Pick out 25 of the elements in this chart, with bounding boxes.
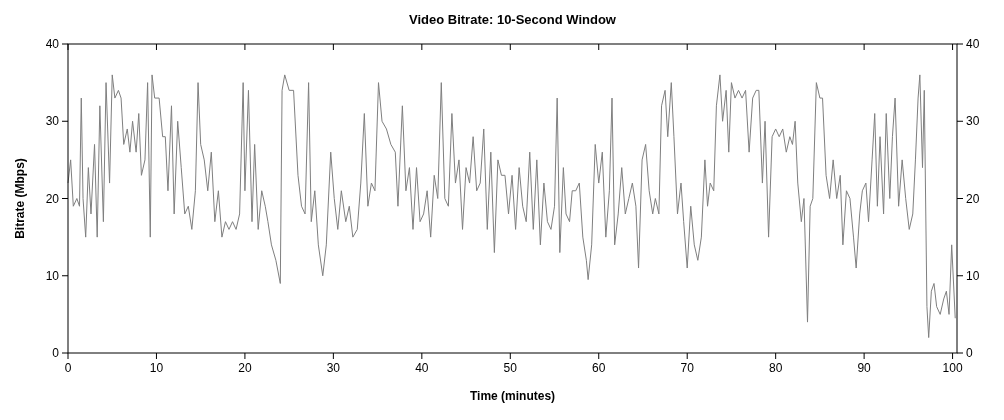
y-tick-label: 0 xyxy=(52,346,60,360)
x-tick-label: 0 xyxy=(64,361,72,375)
x-tick-label: 50 xyxy=(503,361,518,375)
y-axis-title: Bitrate (Mbps) xyxy=(13,158,27,239)
x-tick-label: 70 xyxy=(680,361,695,375)
x-axis-title: Time (minutes) xyxy=(469,389,556,403)
x-tick-label: 90 xyxy=(857,361,872,375)
y2-tick-label: 40 xyxy=(966,37,980,51)
y2-tick-label: 0 xyxy=(966,346,973,360)
x-tick-label: 40 xyxy=(415,361,429,375)
y-tick-label: 30 xyxy=(45,114,60,129)
x-tick-label: 10 xyxy=(149,361,164,375)
y-tick-label: 40 xyxy=(45,37,60,51)
y-tick-label: 10 xyxy=(45,268,60,283)
y2-tick-label: 10 xyxy=(966,268,980,283)
y2-tick-label: 20 xyxy=(966,191,980,206)
x-tick-label: 20 xyxy=(238,361,252,375)
chart-title: Video Bitrate: 10-Second Window xyxy=(409,12,617,27)
x-tick-label: 100 xyxy=(942,361,963,375)
line-series xyxy=(67,74,956,339)
y-tick-label: 20 xyxy=(45,191,60,206)
x-tick-label: 80 xyxy=(768,361,783,375)
x-tick-label: 60 xyxy=(592,361,606,375)
y2-tick-label: 30 xyxy=(966,114,980,129)
x-tick-label: 30 xyxy=(326,361,341,375)
